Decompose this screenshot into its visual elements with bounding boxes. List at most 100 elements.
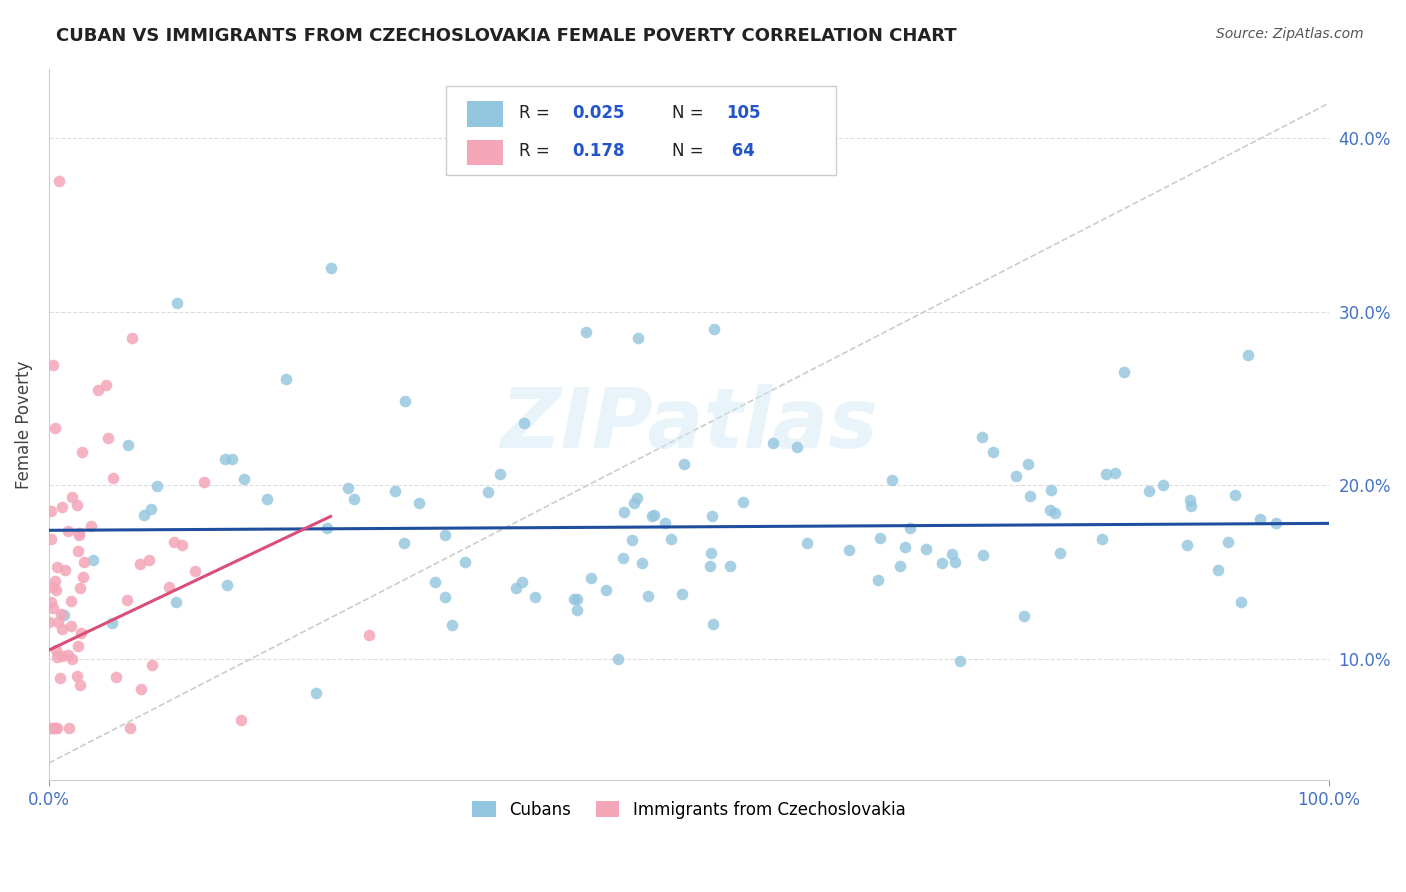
- Point: [42, 358, 65, 372]
- Point: [45, 560, 67, 574]
- Point: [101, 616, 124, 631]
- Point: [60, 594, 83, 608]
- Point: [138, 553, 160, 567]
- Point: [145, 479, 167, 493]
- Point: [637, 589, 659, 603]
- Point: [1039, 483, 1062, 497]
- Point: [384, 483, 406, 498]
- Point: [42, 600, 65, 615]
- Point: [654, 516, 676, 530]
- Point: [1137, 484, 1160, 499]
- Point: [70, 445, 93, 459]
- Point: [394, 535, 416, 549]
- Point: [1249, 512, 1271, 526]
- Point: [1223, 487, 1246, 501]
- Point: [44, 721, 66, 735]
- Point: [51, 500, 73, 514]
- Point: [67, 526, 90, 541]
- Point: [214, 451, 236, 466]
- Point: [1049, 546, 1071, 560]
- Text: R =: R =: [519, 103, 550, 122]
- Point: [786, 440, 808, 454]
- Point: [80, 519, 103, 533]
- Point: [489, 467, 512, 482]
- Point: [699, 558, 721, 573]
- Point: [672, 458, 695, 472]
- Point: [941, 547, 963, 561]
- Point: [56, 648, 79, 662]
- Point: [882, 473, 904, 487]
- Text: R =: R =: [519, 142, 550, 161]
- Point: [49, 671, 72, 685]
- Point: [408, 496, 430, 510]
- Point: [718, 558, 741, 573]
- Point: [305, 686, 328, 700]
- Point: [49, 607, 72, 621]
- Point: [1237, 348, 1260, 362]
- Point: [69, 582, 91, 596]
- Point: [48, 174, 70, 188]
- Point: [45, 650, 67, 665]
- Point: [38, 615, 60, 629]
- Point: [129, 682, 152, 697]
- Point: [949, 654, 972, 668]
- Point: [67, 640, 90, 654]
- Point: [434, 527, 457, 541]
- Point: [103, 471, 125, 485]
- Point: [981, 445, 1004, 459]
- Point: [45, 583, 67, 598]
- Point: [72, 570, 94, 584]
- Point: [898, 520, 921, 534]
- Point: [117, 438, 139, 452]
- Point: [869, 531, 891, 545]
- Text: 64: 64: [725, 142, 755, 161]
- Point: [1012, 609, 1035, 624]
- Point: [510, 575, 533, 590]
- Point: [141, 502, 163, 516]
- Point: [165, 595, 187, 609]
- Point: [607, 652, 630, 666]
- Point: [67, 543, 90, 558]
- Point: [1264, 516, 1286, 530]
- Point: [129, 558, 152, 572]
- Point: [132, 508, 155, 523]
- Point: [315, 521, 337, 535]
- Point: [44, 421, 66, 435]
- Point: [336, 481, 359, 495]
- Point: [217, 578, 239, 592]
- FancyBboxPatch shape: [446, 87, 837, 176]
- Point: [626, 491, 648, 505]
- Point: [274, 372, 297, 386]
- Point: [60, 652, 83, 666]
- Point: [69, 678, 91, 692]
- Point: [69, 625, 91, 640]
- Point: [1216, 535, 1239, 549]
- Point: [1112, 365, 1135, 379]
- FancyBboxPatch shape: [467, 139, 503, 165]
- Point: [943, 555, 966, 569]
- Point: [46, 615, 69, 629]
- Point: [121, 330, 143, 344]
- Point: [1045, 506, 1067, 520]
- Point: [58, 524, 80, 538]
- Point: [67, 527, 90, 541]
- Point: [170, 538, 193, 552]
- Point: [613, 505, 636, 519]
- Point: [731, 494, 754, 508]
- Point: [1039, 503, 1062, 517]
- Point: [39, 532, 62, 546]
- Point: [193, 475, 215, 489]
- Point: [94, 377, 117, 392]
- Point: [866, 573, 889, 587]
- Point: [700, 509, 723, 524]
- Point: [643, 508, 665, 523]
- Point: [915, 541, 938, 556]
- Point: [523, 590, 546, 604]
- Text: N =: N =: [672, 103, 704, 122]
- Point: [118, 721, 141, 735]
- Point: [796, 536, 818, 550]
- Point: [700, 546, 723, 560]
- Point: [46, 721, 69, 735]
- Point: [1095, 467, 1118, 482]
- Point: [105, 670, 128, 684]
